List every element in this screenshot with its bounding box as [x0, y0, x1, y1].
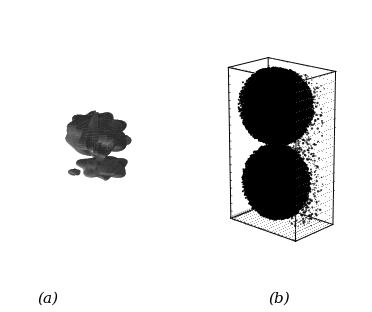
Text: (a): (a) [38, 292, 59, 306]
Text: (b): (b) [268, 292, 290, 306]
